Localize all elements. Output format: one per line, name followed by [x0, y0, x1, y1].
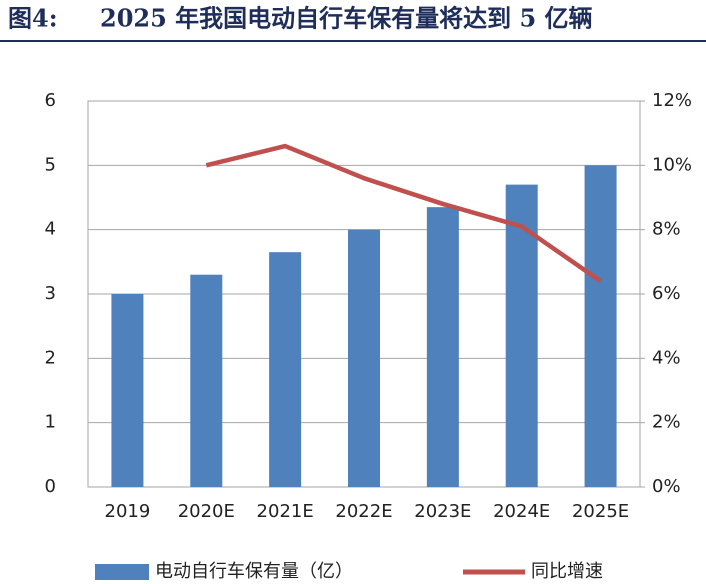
legend-label: 电动自行车保有量（亿）	[155, 561, 353, 582]
y-tick-label: 0	[45, 476, 56, 497]
y-tick-label: 5	[45, 154, 56, 175]
line	[205, 143, 602, 283]
y2-tick-label: 8%	[652, 219, 681, 240]
y2-tick-label: 10%	[652, 154, 692, 175]
bar	[269, 252, 302, 487]
figure-label: 图4:	[8, 4, 58, 33]
bar	[111, 294, 144, 487]
y2-tick-label: 2%	[652, 412, 681, 433]
y-tick-label: 1	[45, 412, 56, 433]
y2-tick-label: 12%	[652, 90, 692, 111]
x-tick-label: 2025E	[572, 501, 629, 522]
x-tick-label: 2019	[105, 501, 151, 522]
y-tick-label: 3	[45, 283, 56, 304]
bar	[584, 165, 617, 488]
x-tick-label: 2020E	[178, 501, 235, 522]
y2-tick-label: 0%	[652, 476, 681, 497]
x-tick-label: 2022E	[335, 501, 392, 522]
x-tick-label: 2024E	[493, 501, 550, 522]
bar	[426, 207, 459, 487]
y2-tick-label: 4%	[652, 347, 681, 368]
legend-label: 同比增速	[531, 561, 603, 582]
bar	[190, 274, 223, 487]
y-tick-label: 6	[45, 90, 56, 111]
y2-tick-label: 6%	[652, 283, 681, 304]
bar	[505, 184, 538, 487]
y-tick-label: 2	[45, 347, 56, 368]
x-tick-label: 2023E	[414, 501, 471, 522]
bar	[348, 229, 380, 487]
chart-title: 2025 年我国电动自行车保有量将达到 5 亿辆	[100, 4, 593, 33]
y-tick-label: 4	[45, 219, 56, 240]
legend-swatch	[95, 564, 149, 580]
x-tick-label: 2021E	[257, 501, 314, 522]
